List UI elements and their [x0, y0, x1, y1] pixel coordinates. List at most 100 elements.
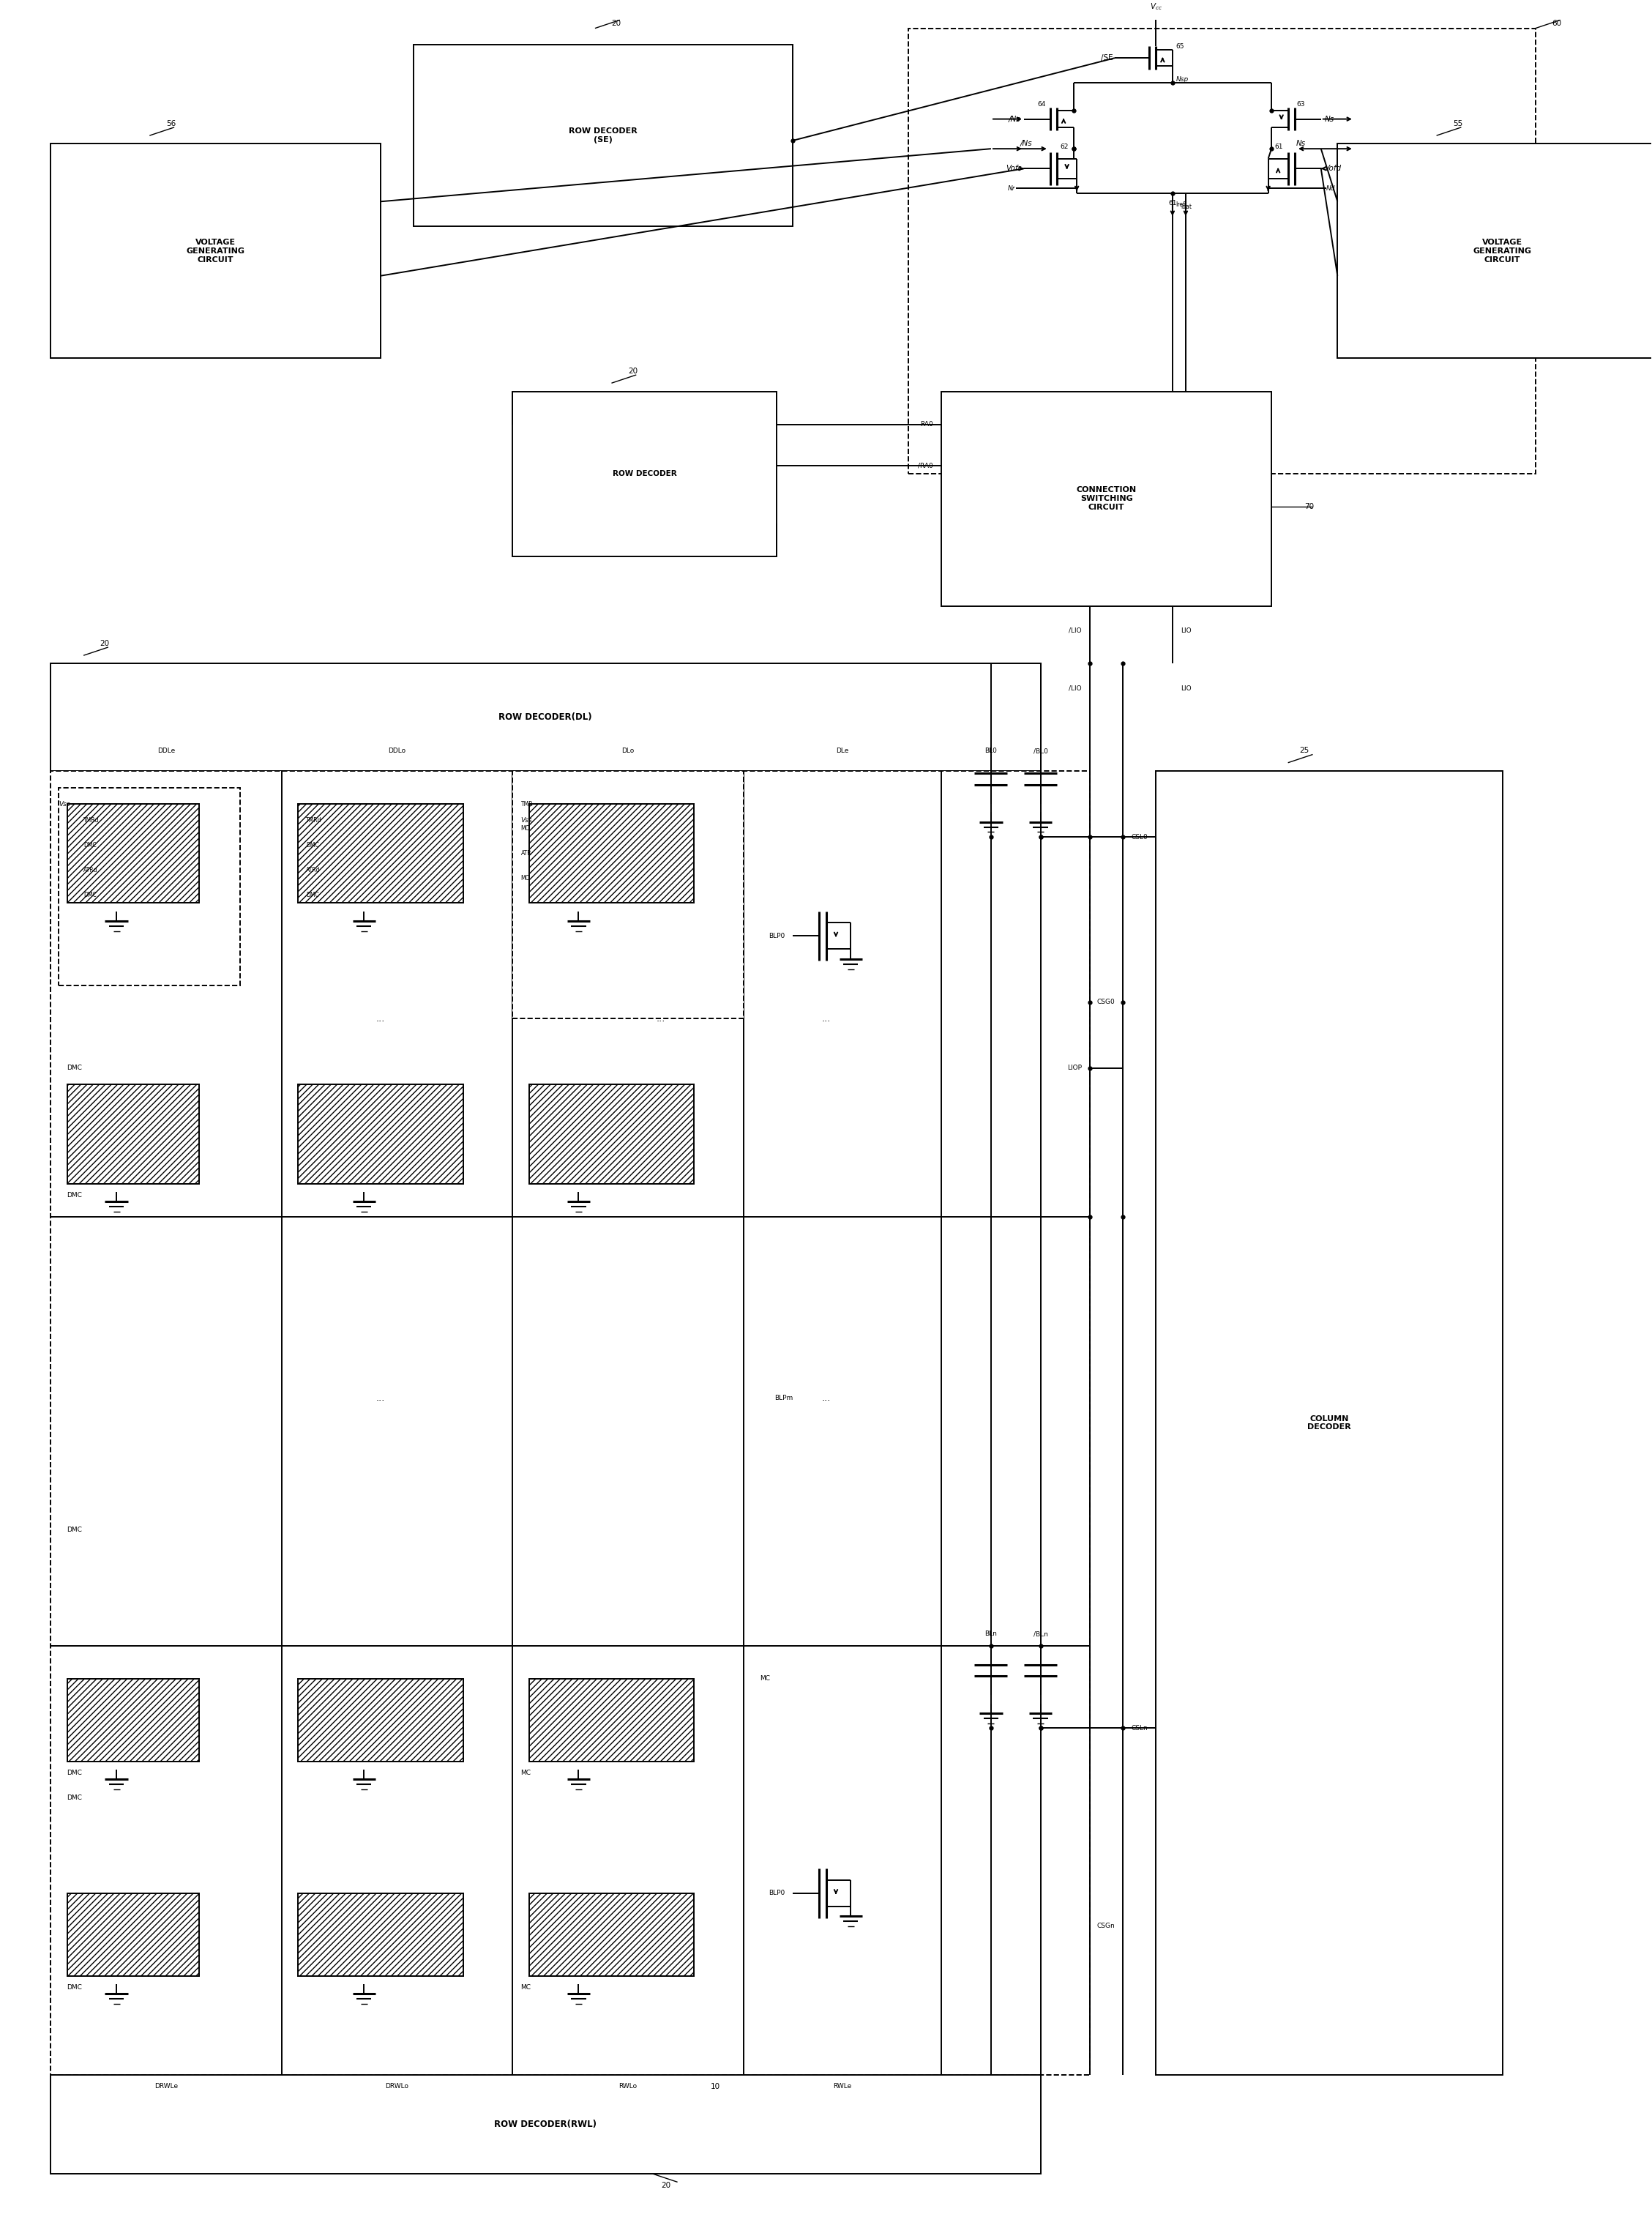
Bar	[512, 392, 776, 556]
Text: MC: MC	[760, 1675, 770, 1682]
Text: Nd: Nd	[1327, 185, 1335, 191]
Text: 20: 20	[661, 2183, 671, 2189]
Text: 20: 20	[101, 641, 109, 647]
Text: /RA0: /RA0	[919, 463, 933, 469]
Text: /LIO: /LIO	[1069, 627, 1082, 634]
Text: DMC: DMC	[306, 841, 319, 848]
Text: 61: 61	[1168, 200, 1176, 207]
Text: 25: 25	[1300, 748, 1310, 754]
Text: DMC: DMC	[68, 1793, 83, 1800]
Text: ...: ...	[377, 1015, 385, 1024]
Text: RWLo: RWLo	[620, 2083, 638, 2089]
Bar	[59, 788, 240, 986]
Text: ATRd: ATRd	[84, 868, 97, 872]
Text: MC: MC	[520, 874, 529, 881]
Text: DMC: DMC	[68, 1526, 83, 1533]
Bar	[68, 1084, 198, 1184]
Text: 70: 70	[1305, 503, 1313, 510]
Text: BL0: BL0	[985, 748, 998, 754]
Text: RWLe: RWLe	[833, 2083, 852, 2089]
Text: 60: 60	[1551, 20, 1561, 27]
Text: CSG0: CSG0	[1097, 999, 1115, 1006]
Text: CSGn: CSGn	[1097, 1922, 1115, 1929]
Text: DDLe: DDLe	[157, 748, 175, 754]
Text: Nr: Nr	[1008, 185, 1016, 191]
Text: DLo: DLo	[621, 748, 634, 754]
Bar	[529, 803, 694, 903]
Bar	[529, 1893, 694, 1976]
Text: BLP0: BLP0	[768, 932, 785, 939]
Text: LIO: LIO	[1181, 627, 1191, 634]
Text: COLUMN
DECODER: COLUMN DECODER	[1307, 1415, 1351, 1431]
Text: DMC: DMC	[68, 1066, 83, 1070]
Text: 61: 61	[1275, 145, 1284, 151]
Bar	[51, 145, 380, 358]
Text: 62: 62	[1061, 145, 1069, 151]
Bar	[529, 1678, 694, 1762]
Bar	[68, 803, 198, 903]
Bar	[68, 1893, 198, 1976]
Bar	[529, 1084, 694, 1184]
Text: Idat: Idat	[1181, 202, 1191, 209]
Text: 65: 65	[1176, 42, 1184, 49]
Text: Vss: Vss	[520, 817, 532, 823]
Bar	[297, 1678, 463, 1762]
Bar	[68, 1678, 198, 1762]
Text: Vofr: Vofr	[1006, 165, 1021, 171]
Text: 56: 56	[165, 120, 175, 127]
Text: DMC: DMC	[68, 1193, 83, 1199]
Text: /BL0: /BL0	[1032, 748, 1047, 754]
Text: CSLn: CSLn	[1132, 1724, 1148, 1731]
Text: BLn: BLn	[985, 1631, 998, 1638]
Bar	[51, 2074, 1041, 2174]
Text: ATR: ATR	[520, 850, 532, 857]
Text: Vss: Vss	[59, 801, 69, 808]
Bar	[1338, 145, 1652, 358]
Text: 63: 63	[1297, 100, 1305, 107]
Text: 64: 64	[1037, 100, 1046, 107]
Bar	[51, 770, 1090, 2074]
Bar	[413, 44, 793, 227]
Text: RA0: RA0	[920, 421, 933, 427]
Text: TMR: TMR	[520, 801, 534, 808]
Text: BLP0: BLP0	[768, 1889, 785, 1896]
Text: ROW DECODER: ROW DECODER	[613, 469, 677, 478]
Text: LIO: LIO	[1181, 685, 1191, 692]
Text: Iref: Iref	[1176, 202, 1184, 209]
Text: Nsp: Nsp	[1176, 76, 1188, 82]
Text: ROW DECODER
(SE): ROW DECODER (SE)	[568, 127, 638, 142]
Text: DMC: DMC	[68, 1985, 83, 1991]
Text: CSL0: CSL0	[1132, 834, 1148, 841]
Text: DMC: DMC	[84, 841, 96, 848]
Text: DMC: DMC	[84, 892, 96, 899]
Text: DDLo: DDLo	[388, 748, 406, 754]
Text: 10: 10	[710, 2083, 720, 2089]
Bar	[297, 803, 463, 903]
Text: DRWLe: DRWLe	[154, 2083, 178, 2089]
Bar	[297, 1084, 463, 1184]
Text: ROW DECODER(DL): ROW DECODER(DL)	[499, 712, 591, 723]
Bar	[909, 29, 1535, 474]
Text: TMRd: TMRd	[306, 817, 322, 823]
Bar	[512, 770, 743, 1019]
Text: /BLn: /BLn	[1032, 1631, 1047, 1638]
Bar	[942, 392, 1272, 605]
Text: BLPm: BLPm	[775, 1395, 793, 1402]
Text: ATRd: ATRd	[306, 868, 320, 872]
Bar	[297, 1893, 463, 1976]
Text: /LIO: /LIO	[1069, 685, 1082, 692]
Text: MC: MC	[520, 1769, 530, 1776]
Text: ...: ...	[377, 1393, 385, 1404]
Bar	[1156, 770, 1502, 2074]
Text: Ns: Ns	[1297, 140, 1305, 147]
Text: ...: ...	[821, 1015, 831, 1024]
Bar	[51, 663, 1041, 770]
Text: VOLTAGE
GENERATING
CIRCUIT: VOLTAGE GENERATING CIRCUIT	[187, 238, 244, 263]
Text: DMC: DMC	[306, 892, 319, 899]
Text: /Ns: /Ns	[1019, 140, 1032, 147]
Text: DRWLo: DRWLo	[385, 2083, 408, 2089]
Text: 20: 20	[611, 20, 621, 27]
Text: ...: ...	[656, 1015, 666, 1024]
Text: /SE: /SE	[1100, 53, 1113, 62]
Text: CONNECTION
SWITCHING
CIRCUIT: CONNECTION SWITCHING CIRCUIT	[1077, 487, 1137, 512]
